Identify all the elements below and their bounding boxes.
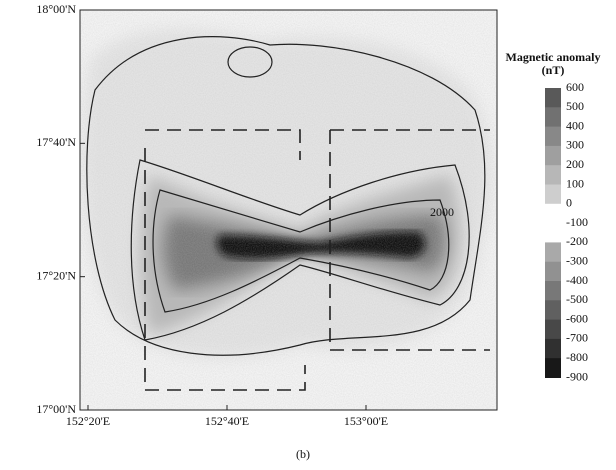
survey-boxes (144, 129, 490, 391)
colorbar-tick-label: -100 (566, 215, 588, 229)
contour-texture (80, 10, 497, 410)
colorbar-tick-label: -300 (566, 253, 588, 267)
colorbar-tick-label: -700 (566, 331, 588, 345)
colorbar-tick-label: -800 (566, 350, 588, 364)
contours (86, 36, 486, 356)
colorbar-segment (545, 184, 561, 205)
latitude-label: 18°00'N (36, 2, 76, 16)
latitude-label: 17°00'N (36, 402, 76, 416)
longitude-label: 153°00'E (344, 414, 388, 428)
colorbar-tick-label: 400 (566, 118, 584, 132)
colorbar-tick-label: 200 (566, 157, 584, 171)
longitude-labels: 152°20'E 152°40'E 153°00'E (66, 405, 388, 428)
colorbar-tick-label: 500 (566, 99, 584, 113)
colorbar-segment (545, 107, 561, 128)
latitude-label: 17°40'N (36, 135, 76, 149)
longitude-label: 152°20'E (66, 414, 110, 428)
colorbar-title: Magnetic anomaly (506, 50, 601, 64)
colorbar-tick-label: 100 (566, 176, 584, 190)
contour-label: 2000 (430, 205, 454, 219)
colorbar-segment (545, 203, 561, 224)
colorbar-segment (545, 223, 561, 243)
colorbar-tick-label: -600 (566, 311, 588, 325)
colorbar-segment (545, 165, 561, 185)
caption: (b) (296, 447, 310, 461)
colorbar-segment (545, 300, 561, 321)
map-frame (79, 9, 498, 411)
colorbar: 600 500 400 300 200 100 0 -100 -200 -300 -400 -500 -… (545, 80, 588, 383)
colorbar-segment (545, 88, 561, 108)
colorbar-segment (545, 319, 561, 340)
latitude-labels: 18°00'N 17°40'N 17°20'N 17°00'N (36, 2, 85, 416)
colorbar-segment (545, 242, 561, 263)
colorbar-segment (545, 126, 561, 147)
map-area (80, 10, 497, 410)
longitude-label: 152°40'E (205, 414, 249, 428)
colorbar-segment (545, 281, 561, 301)
latitude-label: 17°20'N (36, 268, 76, 282)
colorbar-tick-label: 600 (566, 80, 584, 94)
colorbar-tick-label: -500 (566, 292, 588, 306)
colorbar-segment (545, 358, 561, 378)
colorbar-tick-label: -200 (566, 234, 588, 248)
colorbar-tick-label: -400 (566, 273, 588, 287)
colorbar-segment (545, 145, 561, 166)
colorbar-tick-label: -900 (566, 369, 588, 383)
colorbar-segment (545, 338, 561, 359)
colorbar-tick-label: 300 (566, 138, 584, 152)
colorbar-segment (545, 261, 561, 282)
colorbar-unit: (nT) (542, 63, 565, 77)
colorbar-tick-label: 0 (566, 196, 572, 210)
